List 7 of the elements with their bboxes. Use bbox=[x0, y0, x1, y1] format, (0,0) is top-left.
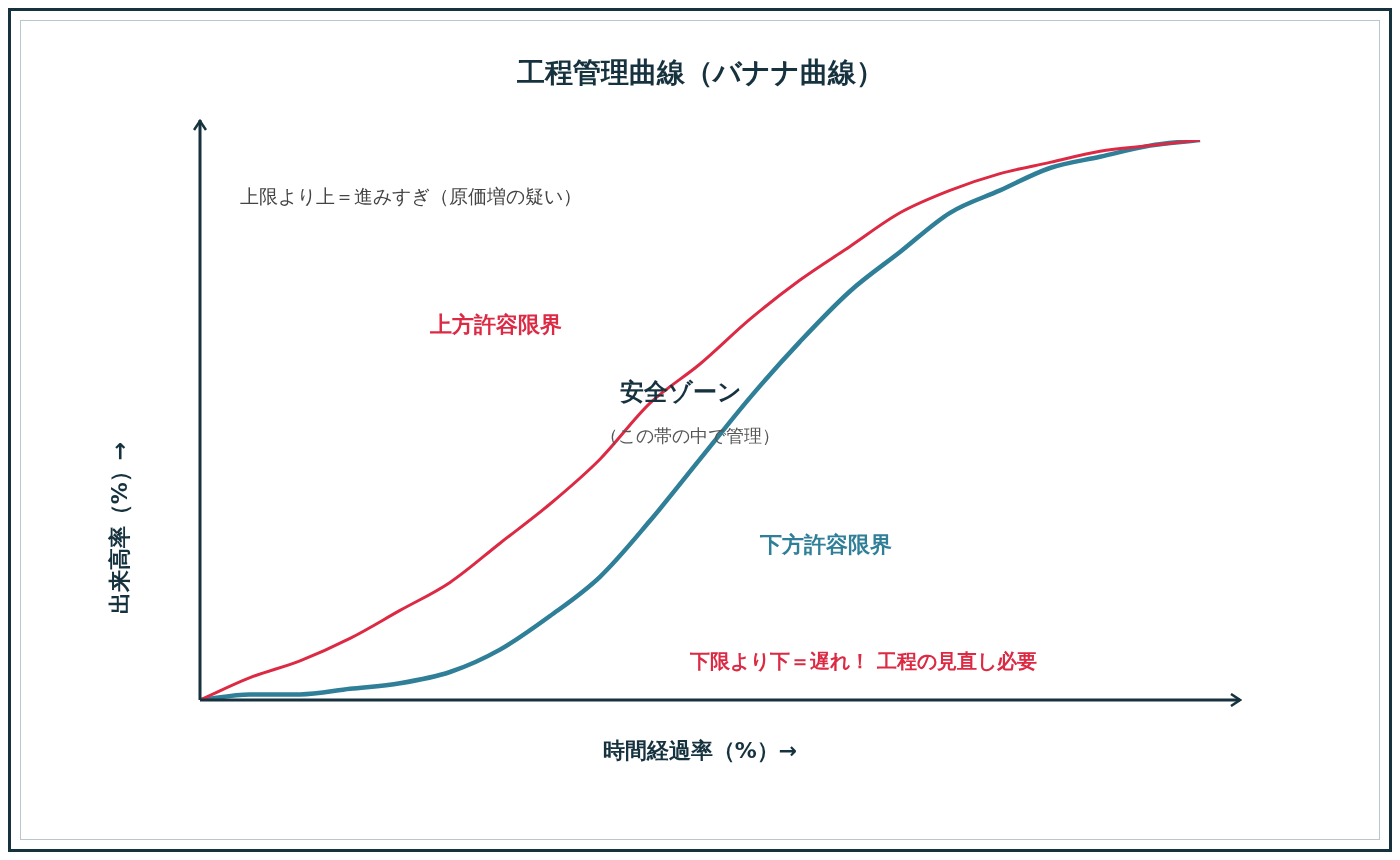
text: 下方許容限界 bbox=[760, 531, 892, 559]
annotation: 上限より上＝進みすぎ（原価増の疑い） bbox=[240, 184, 582, 209]
text: 上方許容限界 bbox=[430, 311, 562, 339]
y-axis-title: 出来高率（%）→ bbox=[106, 441, 133, 615]
chart-title: 工程管理曲線（バナナ曲線） bbox=[515, 55, 885, 91]
annotation: 下限より下＝遅れ！ 工程の見直し必要 bbox=[690, 648, 1037, 675]
x-axis-title: 時間経過率（%）→ bbox=[601, 737, 799, 765]
